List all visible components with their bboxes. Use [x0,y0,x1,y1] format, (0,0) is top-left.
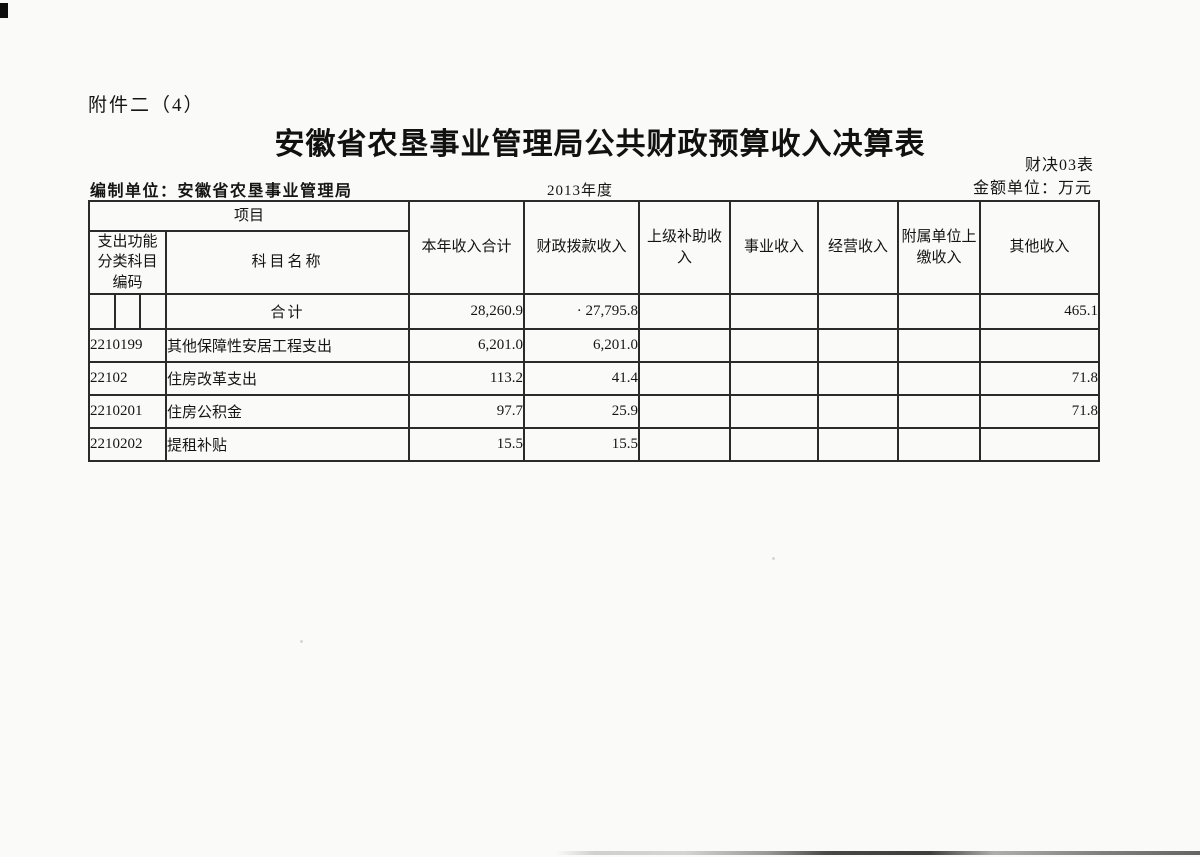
value-cell-affiliated [897,293,982,330]
value-cell-business [729,394,820,429]
value-cell-affiliated [897,328,982,363]
table-row: 2210199 其他保障性安居工程支出 6,201.0 6,201.0 [88,328,1101,363]
value-cell-fiscal: 15.5 [523,427,641,462]
value-cell-operating [817,328,900,363]
attachment-label: 附件二（4） [88,95,205,116]
value-cell-operating [817,361,900,396]
value-cell-superior [638,293,732,330]
code-cell: 22102 [88,361,167,396]
header-col-affiliated-label: 附属单位上缴收入 [901,229,977,266]
value-cell-affiliated [897,361,982,396]
value-cell-other [979,427,1101,462]
value-cell-fiscal: 6,201.0 [523,328,641,363]
table-row: 2210201 住房公积金 97.7 25.9 71.8 [88,394,1101,429]
value-cell-business [729,427,820,462]
table-row: 22102 住房改革支出 113.2 41.4 71.8 [88,361,1101,396]
value-cell-business [729,361,820,396]
value-cell-other: 71.8 [979,394,1101,429]
name-cell: 其他保障性安居工程支出 [164,328,411,363]
revenue-table: 项目 本年收入合计 财政拨款收入 上级补助收入 事业收入 经营收入 附属单位上缴… [87,200,1101,462]
code-cell [88,293,167,330]
header-col-fiscal: 财政拨款收入 [523,200,641,295]
value-cell-fiscal: 25.9 [523,394,641,429]
value-cell-fiscal: · 27,795.8 [523,293,641,330]
header-col-business: 事业收入 [729,200,820,295]
value-cell-operating [817,394,900,429]
value-cell-affiliated [897,394,982,429]
name-cell: 住房公积金 [164,394,411,429]
code-subcell [141,296,164,327]
header-col-operating: 经营收入 [817,200,900,295]
code-cell: 2210201 [88,394,167,429]
value-cell-superior [638,394,732,429]
header-col-affiliated: 附属单位上缴收入 [897,200,982,295]
page-title: 安徽省农垦事业管理局公共财政预算收入决算表 [274,128,926,161]
table-header-row-1: 项目 本年收入合计 财政拨款收入 上级补助收入 事业收入 经营收入 附属单位上缴… [87,200,1101,295]
value-cell-total: 28,260.9 [408,293,526,330]
value-cell-total: 97.7 [408,394,526,429]
code-cell: 2210199 [88,328,167,363]
table-row: 2210202 提租补贴 15.5 15.5 [88,427,1101,462]
value-cell-superior [638,427,732,462]
table-row-total: 合计 28,260.9 · 27,795.8 465.1 [88,293,1101,330]
scan-edge-artifact [556,851,1200,855]
prepared-by-label: 编制单位：安徽省农垦事业管理局 [90,183,353,200]
scan-speck-artifact [300,640,303,643]
value-cell-total: 6,201.0 [408,328,526,363]
code-subcell [91,296,114,327]
fiscal-year-label: 2013年度 [547,183,614,199]
code-subcell [113,296,142,327]
header-col-other: 其他收入 [979,200,1101,295]
value-cell-total: 113.2 [408,361,526,396]
header-code: 支出功能分类科目编码 [88,230,167,295]
value-cell-other: 465.1 [979,293,1101,330]
code-subcells [91,296,164,327]
value-cell-total: 15.5 [408,427,526,462]
code-cell: 2210202 [88,427,167,462]
value-cell-superior [638,361,732,396]
name-cell: 住房改革支出 [164,361,411,396]
value-cell-fiscal: 41.4 [523,361,641,396]
header-col-superior-label: 上级补助收入 [647,229,723,266]
name-cell: 提租补贴 [164,427,411,462]
header-col-superior: 上级补助收入 [638,200,732,295]
value-cell-other [979,328,1101,363]
header-code-label: 支出功能分类科目编码 [97,234,158,291]
form-code-label: 财决03表 [1024,157,1094,174]
value-cell-operating [817,427,900,462]
scan-speck-artifact [772,557,775,560]
header-subject-name: 科目名称 [164,230,411,295]
name-cell: 合计 [164,293,411,330]
scan-corner-artifact [0,3,8,18]
value-cell-other: 71.8 [979,361,1101,396]
amount-unit-label: 金额单位：万元 [972,180,1092,197]
value-cell-business [729,293,820,330]
value-cell-superior [638,328,732,363]
value-cell-business [729,328,820,363]
header-col-total: 本年收入合计 [408,200,526,295]
table-header-row-2: 支出功能分类科目编码 科目名称 [88,230,1099,295]
value-cell-operating [817,293,900,330]
value-cell-affiliated [897,427,982,462]
header-project: 项目 [87,200,411,232]
